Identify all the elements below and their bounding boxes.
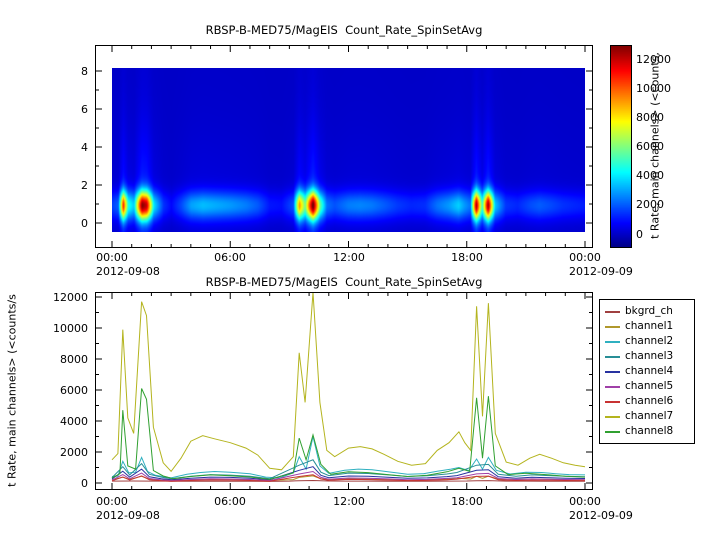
legend-label: bkgrd_ch bbox=[625, 305, 673, 317]
legend-item-channel6: channel6 bbox=[605, 394, 689, 409]
top-date-right: 2012-09-09 bbox=[569, 265, 633, 278]
top-x-tick-label: 06:00 bbox=[214, 251, 246, 264]
series-line-channel1 bbox=[111, 475, 586, 481]
colorbar-tick-label: 12000 bbox=[636, 53, 671, 66]
colorbar bbox=[610, 45, 632, 248]
legend-swatch-channel3 bbox=[605, 355, 620, 358]
legend-label: channel6 bbox=[625, 395, 674, 407]
legend-swatch-channel8 bbox=[605, 430, 620, 433]
legend-swatch-bkgrd_ch bbox=[605, 310, 620, 313]
legend-item-channel5: channel5 bbox=[605, 379, 689, 394]
legend-label: channel7 bbox=[625, 410, 674, 422]
bottom-x-tick-label: 00:00 bbox=[569, 495, 601, 508]
bottom-date-right: 2012-09-09 bbox=[569, 509, 633, 522]
legend-label: channel5 bbox=[625, 380, 674, 392]
legend-label: channel1 bbox=[625, 320, 674, 332]
legend-swatch-channel5 bbox=[605, 385, 620, 388]
bottom-y-tick-label: 2000 bbox=[60, 446, 88, 459]
series-line-channel8 bbox=[111, 388, 586, 480]
series-line-channel3 bbox=[111, 459, 586, 480]
timeseries-plot bbox=[96, 293, 592, 489]
colorbar-gradient bbox=[611, 46, 631, 247]
legend-item-channel8: channel8 bbox=[605, 424, 689, 439]
bottom-y-tick-label: 12000 bbox=[53, 291, 88, 304]
bottom-y-axis-label: t Rate, main channels> (<counts/s bbox=[5, 294, 19, 487]
colorbar-tick-label: 4000 bbox=[636, 169, 664, 182]
top-x-tick-label: 12:00 bbox=[333, 251, 365, 264]
top-y-tick-label: 4 bbox=[81, 141, 88, 154]
bottom-x-tick-label: 00:00 bbox=[96, 495, 128, 508]
series-line-channel2 bbox=[111, 436, 586, 479]
top-date-left: 2012-09-08 bbox=[96, 265, 160, 278]
colorbar-tick-label: 10000 bbox=[636, 82, 671, 95]
legend-swatch-channel4 bbox=[605, 370, 620, 373]
legend-swatch-channel1 bbox=[605, 325, 620, 328]
bottom-y-tick-label: 0 bbox=[81, 477, 88, 490]
legend-item-channel7: channel7 bbox=[605, 409, 689, 424]
top-panel-title: RBSP-B-MED75/MagEIS Count_Rate_SpinSetAv… bbox=[205, 23, 483, 37]
top-x-tick-label: 00:00 bbox=[569, 251, 601, 264]
legend-item-channel2: channel2 bbox=[605, 334, 689, 349]
bottom-panel-title: RBSP-B-MED75/MagEIS Count_Rate_SpinSetAv… bbox=[205, 275, 483, 289]
colorbar-tick-label: 2000 bbox=[636, 198, 664, 211]
spectrogram-image[interactable] bbox=[112, 68, 585, 232]
top-y-tick-label: 0 bbox=[81, 217, 88, 230]
legend-label: channel8 bbox=[625, 425, 674, 437]
bottom-y-tick-label: 6000 bbox=[60, 384, 88, 397]
legend-item-channel3: channel3 bbox=[605, 349, 689, 364]
legend: bkgrd_ch channel1 channel2 channel3 channel4… bbox=[599, 299, 695, 444]
legend-label: channel4 bbox=[625, 365, 674, 377]
series-line-channel7 bbox=[111, 293, 586, 473]
legend-item-channel4: channel4 bbox=[605, 364, 689, 379]
bottom-x-tick-label: 12:00 bbox=[333, 495, 365, 508]
top-y-tick-label: 8 bbox=[81, 65, 88, 78]
top-x-tick-label: 18:00 bbox=[451, 251, 483, 264]
top-y-tick-label: 2 bbox=[81, 179, 88, 192]
bottom-x-tick-label: 18:00 bbox=[451, 495, 483, 508]
legend-swatch-channel7 bbox=[605, 415, 620, 418]
legend-item-bkgrd_ch: bkgrd_ch bbox=[605, 304, 689, 319]
top-y-tick-label: 6 bbox=[81, 103, 88, 116]
series-line-bkgrd_ch bbox=[111, 479, 585, 482]
legend-swatch-channel2 bbox=[605, 340, 620, 343]
colorbar-tick-label: 8000 bbox=[636, 111, 664, 124]
series-line-channel5 bbox=[111, 470, 586, 482]
series-line-channel4 bbox=[111, 466, 586, 481]
bottom-y-tick-label: 4000 bbox=[60, 415, 88, 428]
legend-label: channel2 bbox=[625, 335, 674, 347]
colorbar-tick-label: 6000 bbox=[636, 140, 664, 153]
spectrogram-axes[interactable] bbox=[95, 45, 593, 248]
series-line-channel6 bbox=[111, 474, 586, 482]
bottom-y-tick-label: 10000 bbox=[53, 322, 88, 335]
timeseries-axes[interactable] bbox=[95, 292, 593, 490]
legend-item-channel1: channel1 bbox=[605, 319, 689, 334]
legend-label: channel3 bbox=[625, 350, 674, 362]
top-x-tick-label: 00:00 bbox=[96, 251, 128, 264]
colorbar-tick-label: 0 bbox=[636, 228, 643, 241]
bottom-x-tick-label: 06:00 bbox=[214, 495, 246, 508]
bottom-y-tick-label: 8000 bbox=[60, 353, 88, 366]
bottom-date-left: 2012-09-08 bbox=[96, 509, 160, 522]
legend-swatch-channel6 bbox=[605, 400, 620, 403]
